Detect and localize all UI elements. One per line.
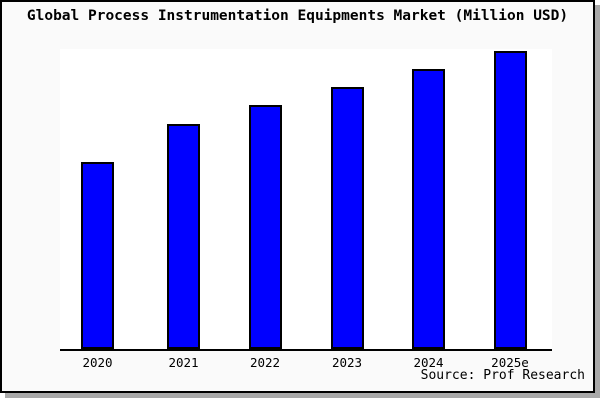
bar-2025e	[493, 51, 527, 349]
bar-2023	[330, 87, 364, 349]
x-tick-label-2024: 2024	[413, 355, 444, 370]
x-tick-label-2025e: 2025e	[491, 355, 529, 370]
bar-2024	[412, 69, 445, 349]
bar-2021	[167, 124, 200, 349]
plot-area	[60, 49, 552, 351]
bar-2022	[248, 105, 282, 349]
source-note: Source: Prof Research	[420, 368, 585, 383]
x-tick-label-2021: 2021	[168, 355, 199, 370]
x-tick-label-2020: 2020	[82, 355, 113, 370]
figure-frame: Global Process Instrumentation Equipment…	[0, 0, 595, 393]
x-tick-label-2022: 2022	[249, 355, 281, 370]
chart-title: Global Process Instrumentation Equipment…	[26, 8, 569, 24]
x-axis-labels: 2020 2021 2022 2023 2024 2025e	[60, 355, 552, 371]
bar-2020	[81, 161, 114, 349]
x-tick-label-2023: 2023	[331, 355, 363, 370]
